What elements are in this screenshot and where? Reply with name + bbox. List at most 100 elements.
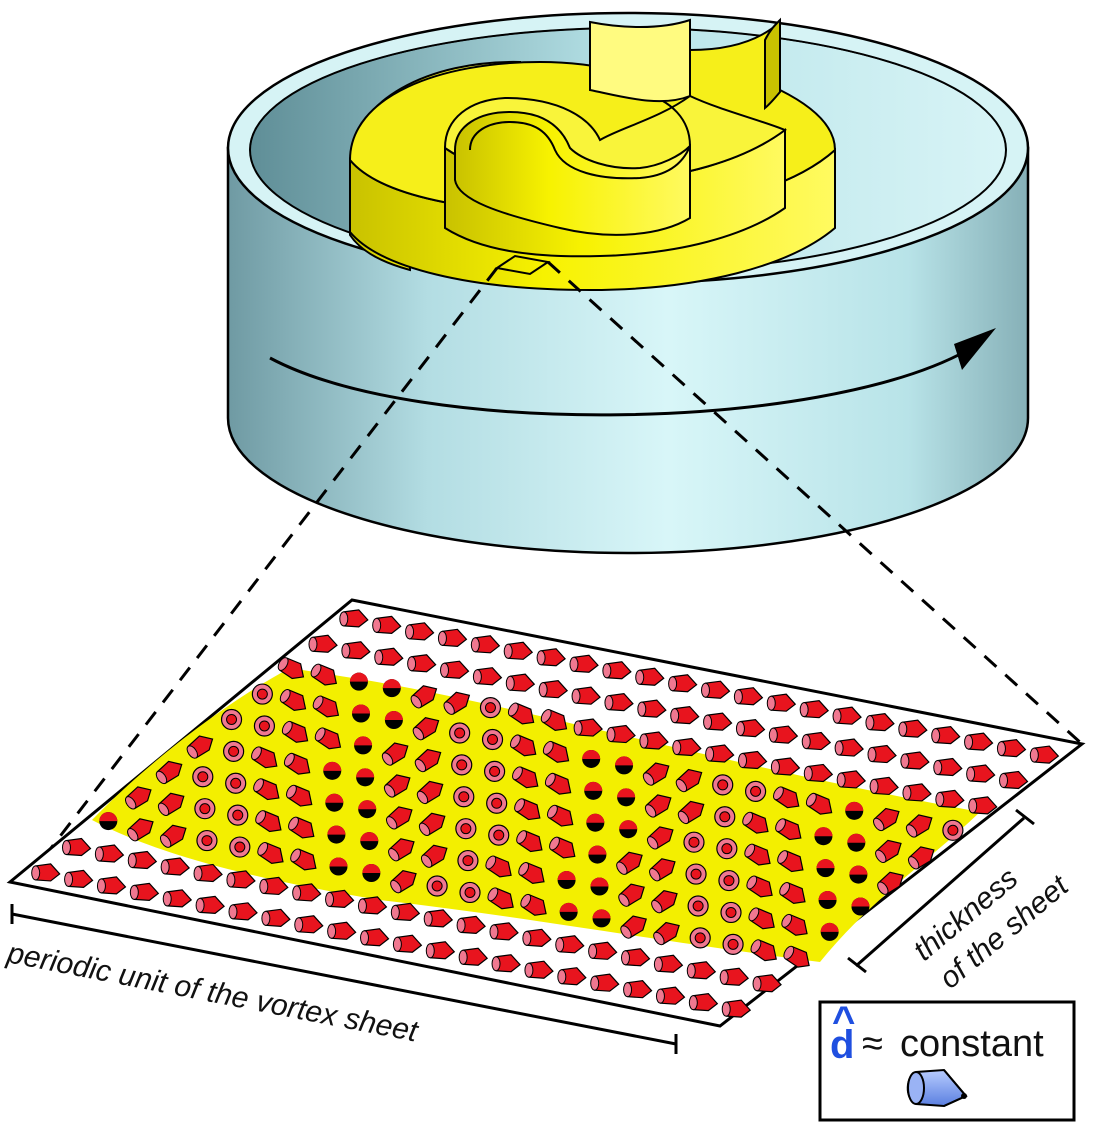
spin-cone — [875, 839, 902, 864]
spin-cone — [220, 708, 243, 731]
spin-cone — [127, 818, 154, 842]
spin-cone — [257, 842, 284, 864]
spin-cone — [686, 961, 717, 980]
spin-cone — [865, 713, 895, 732]
spin-cone — [705, 744, 735, 763]
spin-cone — [253, 715, 276, 737]
spin-cone — [712, 774, 734, 796]
curved-arrow-icon — [269, 328, 996, 417]
spin-cone — [775, 818, 802, 841]
spin-cone — [644, 794, 672, 818]
spin-cone — [557, 967, 587, 986]
spin-cone — [779, 882, 806, 904]
spin-cone — [288, 816, 315, 839]
spin-cone — [290, 848, 317, 871]
spin-cone — [700, 680, 731, 699]
spin-cone — [186, 735, 214, 759]
spin-cone — [847, 833, 866, 852]
spin-cone — [542, 740, 570, 763]
spin-cone — [229, 836, 251, 858]
spin-cone — [159, 824, 187, 848]
spin-cone — [485, 855, 512, 878]
spin-cone — [942, 819, 964, 841]
spin-array — [31, 609, 1060, 1018]
spin-cone — [750, 939, 777, 962]
spin-cone — [358, 800, 377, 819]
spin-cone — [341, 641, 371, 660]
spin-cone — [294, 915, 324, 934]
spin-cone — [668, 674, 698, 693]
spin-cone — [31, 863, 61, 882]
spin-cone — [437, 628, 468, 647]
spin-cone — [323, 761, 342, 780]
spin-cone — [602, 661, 632, 680]
spin-cone — [752, 974, 782, 993]
spin-cone — [524, 960, 554, 979]
spin-cone — [223, 740, 245, 762]
spin-cone — [505, 673, 536, 692]
spin-cone — [555, 935, 585, 954]
spin-cone — [907, 846, 935, 870]
legend-box: ^ d ≈ constant — [818, 999, 1076, 1122]
spin-cone — [228, 902, 258, 921]
spin-cone — [571, 686, 601, 705]
spin-cone — [851, 897, 870, 916]
spin-cone — [877, 871, 904, 895]
spin-cone — [390, 902, 421, 921]
spin-cone — [420, 844, 448, 868]
spin-cone — [592, 909, 611, 928]
spin-cone — [836, 770, 867, 789]
spin-cone — [905, 814, 933, 838]
spin-cone — [157, 792, 185, 816]
spin-cone — [162, 889, 193, 908]
spin-cone — [604, 693, 634, 712]
spin-cone — [735, 718, 766, 738]
spin-cone — [405, 622, 435, 641]
spin-cone — [414, 748, 442, 773]
spin-cone — [129, 882, 160, 901]
spin-cone — [546, 804, 574, 827]
spin-cone — [651, 889, 678, 914]
spin-cone — [127, 850, 158, 870]
spin-cone — [339, 609, 369, 628]
spin-cone — [773, 786, 800, 809]
spin-cone — [327, 921, 357, 940]
spin-cone — [354, 736, 373, 755]
spin-cone — [688, 993, 719, 1012]
spin-cone — [349, 672, 368, 691]
spin-cone — [748, 907, 775, 930]
spin-cone — [99, 812, 118, 831]
spin-cone — [620, 915, 647, 939]
spin-cone — [360, 832, 379, 851]
spin-cone — [388, 838, 415, 862]
spin-cone — [816, 859, 835, 878]
spin-cone — [226, 870, 256, 889]
spin-cone — [999, 770, 1029, 790]
spin-cone — [489, 922, 519, 941]
spin-cone — [372, 615, 402, 634]
spin-cone — [687, 895, 709, 917]
spin-cone — [623, 980, 653, 999]
spin-cone — [457, 849, 479, 872]
spin-cone — [557, 871, 576, 890]
spin-cone — [720, 901, 742, 924]
spin-cone — [484, 760, 506, 782]
spin-cone — [192, 766, 214, 788]
spin-cone — [374, 647, 404, 666]
spin-cone — [227, 804, 249, 826]
legend-constant: constant — [900, 1023, 1044, 1065]
spin-cone — [520, 893, 547, 916]
spin-cone — [814, 827, 833, 846]
spin-cone — [964, 732, 994, 751]
spin-cone — [384, 711, 403, 730]
spin-cone — [518, 862, 545, 884]
spin-cone — [653, 921, 680, 946]
spin-cone — [251, 683, 273, 705]
spin-cone — [642, 762, 670, 786]
spin-cone — [255, 810, 282, 833]
spin-cone — [777, 850, 804, 873]
spin-cone — [746, 875, 773, 898]
spin-cone — [677, 800, 705, 825]
spin-cone — [569, 654, 599, 673]
